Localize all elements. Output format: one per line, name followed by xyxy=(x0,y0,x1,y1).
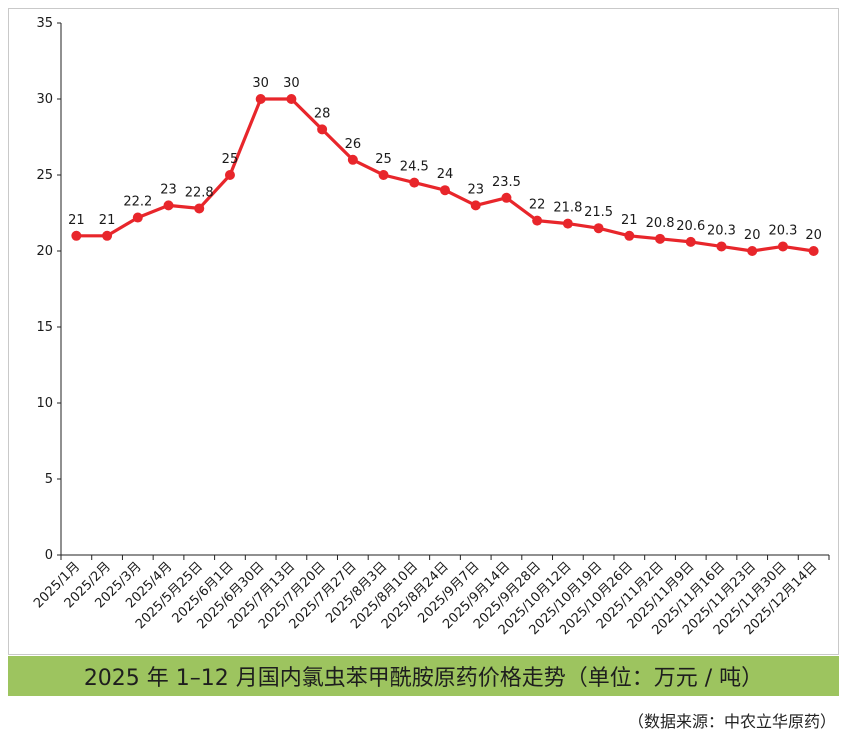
y-tick-label: 5 xyxy=(45,472,53,487)
data-point xyxy=(71,230,82,241)
data-point xyxy=(685,236,696,247)
data-label: 23 xyxy=(160,182,177,197)
data-point xyxy=(470,200,481,211)
data-label: 25 xyxy=(375,152,392,167)
data-point xyxy=(808,246,819,256)
data-point xyxy=(624,230,635,241)
data-label: 24 xyxy=(437,167,454,182)
data-label: 20.3 xyxy=(707,223,736,238)
data-point xyxy=(562,218,573,229)
data-label: 24.5 xyxy=(400,160,429,175)
data-point xyxy=(194,203,205,214)
data-point xyxy=(224,170,235,180)
data-point xyxy=(255,94,266,104)
data-label: 22.2 xyxy=(123,195,152,210)
data-label: 21 xyxy=(68,213,85,228)
data-point xyxy=(102,230,113,241)
data-label: 26 xyxy=(345,137,362,152)
chart-caption: 2025 年 1–12 月国内氯虫苯甲酰胺原药价格走势（单位：万元 / 吨） xyxy=(83,666,764,691)
y-tick-label: 0 xyxy=(45,548,53,563)
data-point xyxy=(501,192,512,203)
data-point xyxy=(747,246,758,256)
data-point xyxy=(440,185,450,196)
data-point xyxy=(378,170,389,180)
data-label: 20.6 xyxy=(676,219,705,234)
y-tick-label: 25 xyxy=(36,168,53,183)
series-points xyxy=(71,94,819,256)
data-label: 21.8 xyxy=(553,201,582,216)
y-tick-label: 15 xyxy=(36,320,53,335)
axes xyxy=(60,23,829,556)
data-label: 20 xyxy=(744,228,761,243)
chart-frame: 0 5 10 15 20 25 30 35 2025/1月 2025/2月 2025/3月 2025… xyxy=(8,8,839,655)
data-source: （数据来源：中农立华原药） xyxy=(627,712,836,731)
data-point xyxy=(716,241,727,252)
price-line-chart: 0 5 10 15 20 25 30 35 2025/1月2025/2月2025/3月2025… xyxy=(31,16,830,638)
data-point xyxy=(347,154,358,165)
data-label: 28 xyxy=(314,106,331,121)
data-label: 21 xyxy=(621,213,638,228)
data-label: 22.8 xyxy=(185,185,214,200)
data-label: 30 xyxy=(252,76,269,91)
y-tick-label: 30 xyxy=(36,92,53,107)
data-label: 23 xyxy=(467,182,484,197)
caption-bar: 2025 年 1–12 月国内氯虫苯甲酰胺原药价格走势（单位：万元 / 吨） xyxy=(8,656,839,696)
data-point xyxy=(655,233,666,244)
data-label: 21.5 xyxy=(584,205,613,220)
data-label: 30 xyxy=(283,76,300,91)
y-tick-label: 10 xyxy=(36,396,53,411)
data-label: 25 xyxy=(222,152,239,167)
data-point xyxy=(163,200,174,211)
data-point xyxy=(286,94,297,104)
y-tick-label: 20 xyxy=(36,244,53,259)
data-point xyxy=(317,124,328,135)
data-label: 20.8 xyxy=(646,216,675,231)
data-point xyxy=(409,177,420,188)
data-labels: 21 21 22.2 23 22.8 25 30 30 28 26 25 24.5 24 23 23.5 22… xyxy=(68,76,822,243)
data-label: 20 xyxy=(805,228,822,243)
y-tick-label: 35 xyxy=(36,16,53,31)
data-point xyxy=(132,212,143,223)
data-label: 20.3 xyxy=(768,223,797,238)
data-label: 21 xyxy=(99,213,116,228)
data-point xyxy=(593,223,604,234)
data-point xyxy=(777,241,788,252)
data-point xyxy=(532,215,543,226)
data-label: 23.5 xyxy=(492,175,521,190)
data-label: 22 xyxy=(529,198,546,213)
x-axis-ticks: 2025/1月2025/2月2025/3月2025/4月2025/5月25日20… xyxy=(31,555,830,638)
y-axis-ticks: 0 5 10 15 20 25 30 35 xyxy=(36,16,61,563)
